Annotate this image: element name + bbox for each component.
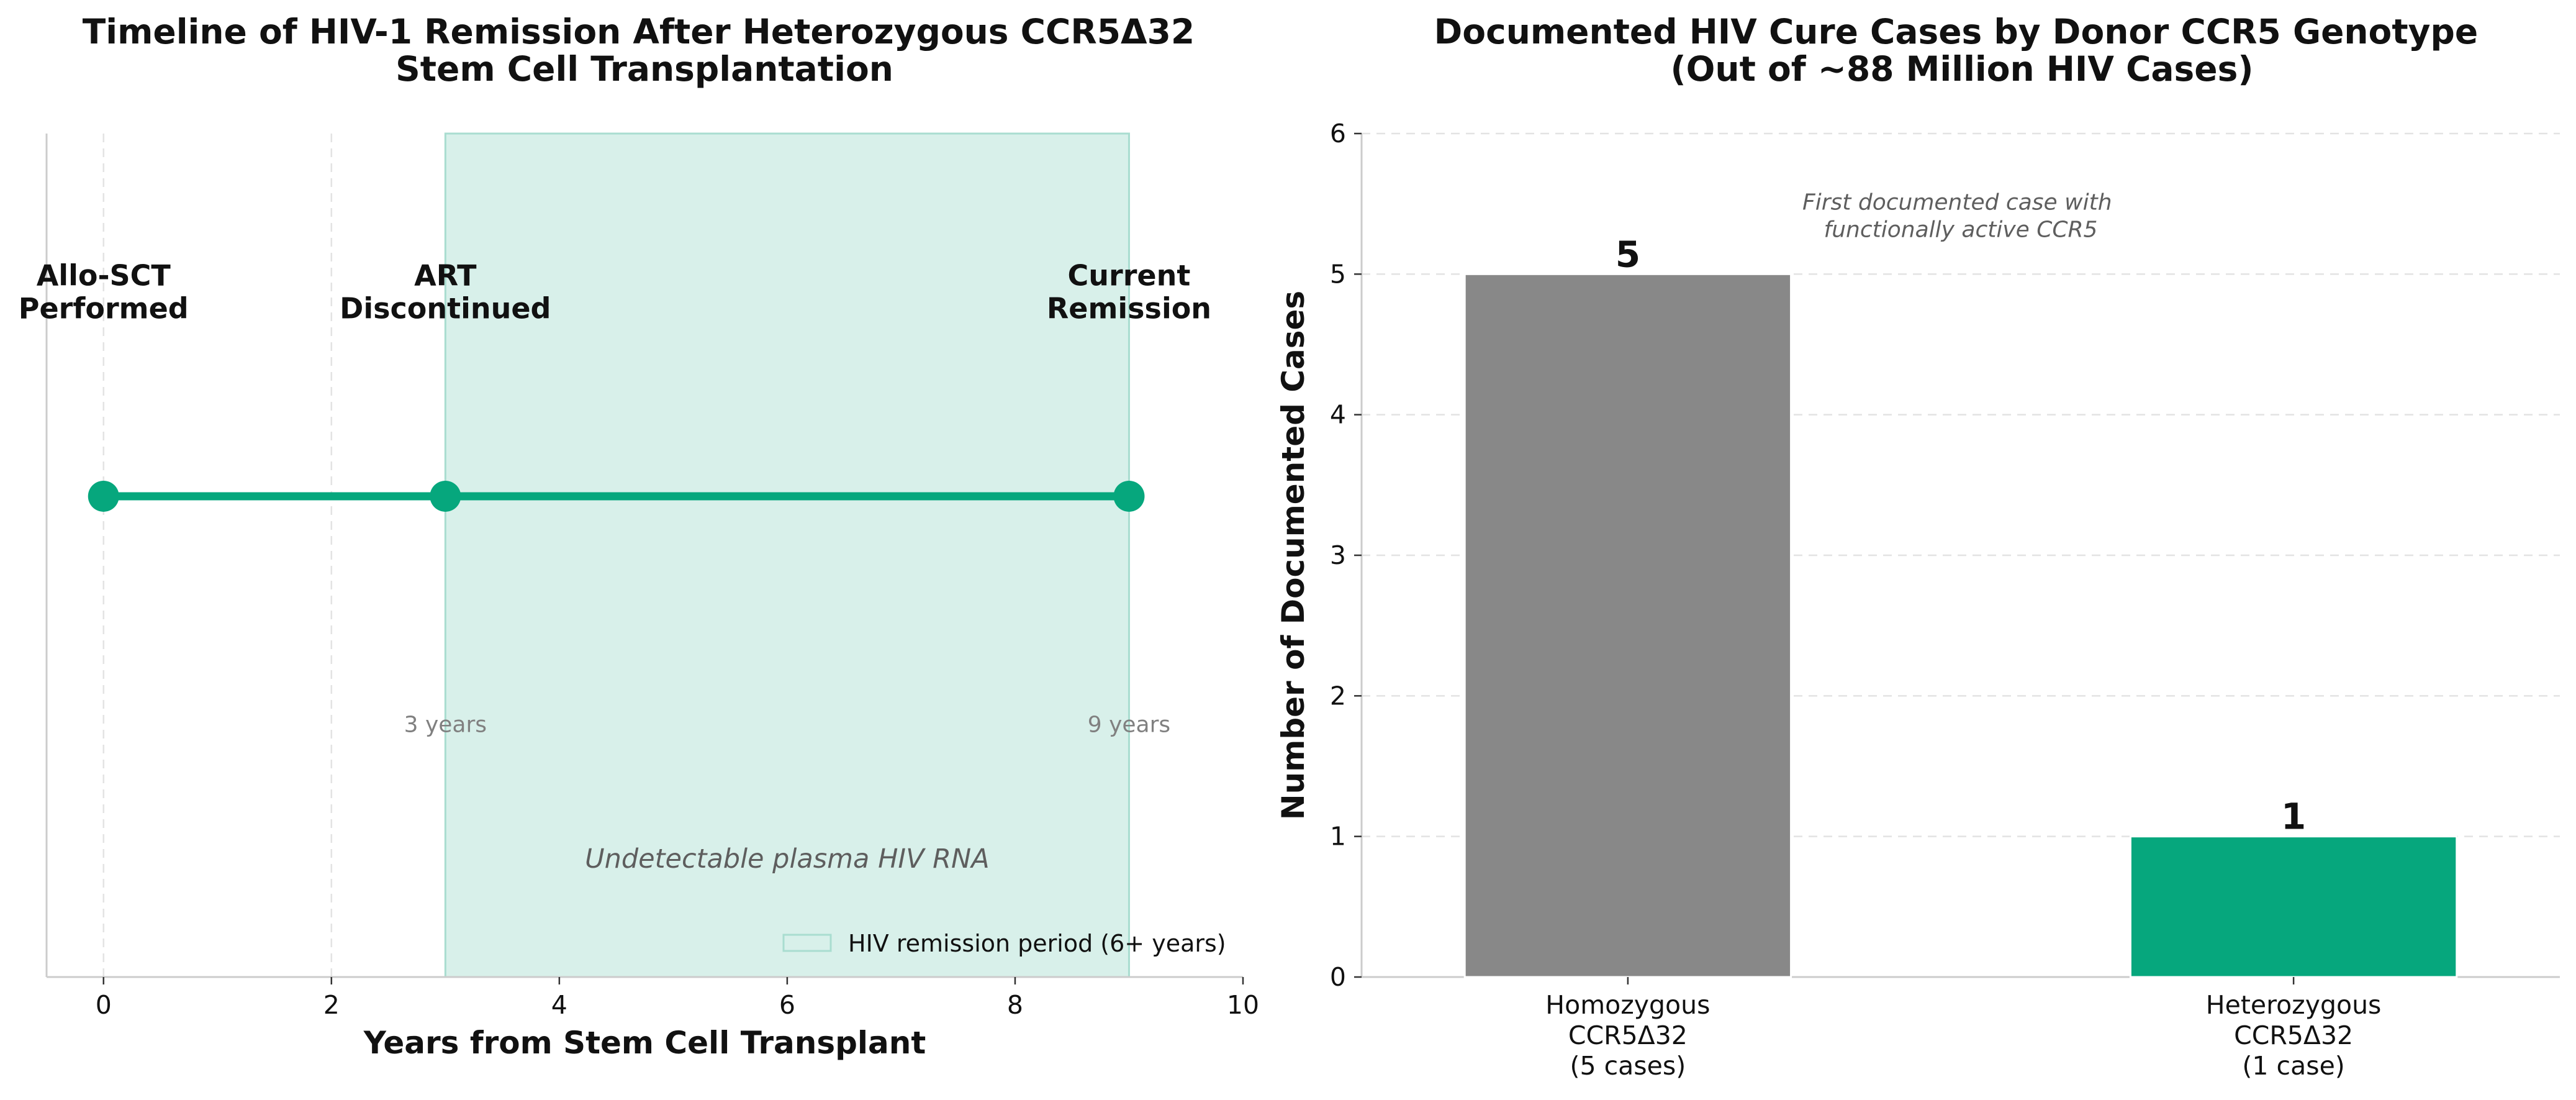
timeline-x-ticks: 0 2 4 6 8 10 bbox=[96, 977, 1259, 1020]
event-label-line: ART bbox=[414, 258, 477, 292]
category-label-line: Heterozygous bbox=[2206, 990, 2382, 1020]
category-label-line: (5 cases) bbox=[1570, 1051, 1686, 1081]
legend-label-remission: HIV remission period (6+ years) bbox=[848, 930, 1226, 957]
bar bbox=[2129, 835, 2458, 978]
bar bbox=[1463, 273, 1792, 978]
timeline-x-axis-label: Years from Stem Cell Transplant bbox=[363, 1025, 926, 1061]
timeline-event-labels: Allo-SCT Performed ART Discontinued Current R… bbox=[19, 258, 1211, 325]
x-tick-label: 2 bbox=[323, 990, 340, 1020]
timeline-title: Timeline of HIV-1 Remission After Hetero… bbox=[83, 12, 1207, 89]
event-marker bbox=[430, 480, 461, 512]
bar-category-labels: Homozygous CCR5Δ32 (5 cases)Heterozygous CC… bbox=[1545, 977, 2381, 1081]
event-label: Allo-SCT Performed bbox=[19, 258, 189, 325]
bar-y-ticks: 0 1 2 3 4 5 6 bbox=[1330, 119, 1362, 992]
x-tick-label: 0 bbox=[96, 990, 112, 1020]
annotation-line-2: functionally active CCR5 bbox=[1824, 217, 2098, 242]
x-tick-label: 8 bbox=[1007, 990, 1023, 1020]
event-label: Current Remission bbox=[1047, 258, 1211, 325]
bar-chart-title: Documented HIV Cure Cases by Donor CCR5 … bbox=[1434, 12, 2490, 89]
event-marker bbox=[88, 480, 119, 512]
event-label-line: Current bbox=[1068, 258, 1191, 292]
event-label: ART Discontinued bbox=[340, 258, 551, 325]
duration-label: 3 years bbox=[404, 712, 487, 738]
event-label-line: Allo-SCT bbox=[37, 258, 171, 292]
bar-value-label: 5 bbox=[1616, 233, 1640, 275]
category-label: Homozygous CCR5Δ32 (5 cases) bbox=[1545, 990, 1710, 1081]
remission-note: Undetectable plasma HIV RNA bbox=[585, 843, 989, 875]
first-case-annotation: First documented case with functionally … bbox=[1802, 189, 2119, 242]
annotation-line-1: First documented case with bbox=[1802, 189, 2112, 215]
category-label-line: CCR5Δ32 bbox=[1568, 1020, 1688, 1050]
bar-y-axis-label: Number of Documented Cases bbox=[1275, 291, 1311, 820]
category-label-line: Homozygous bbox=[1545, 990, 1710, 1020]
category-label-line: CCR5Δ32 bbox=[2234, 1020, 2353, 1050]
bars bbox=[1463, 273, 2458, 978]
bar-value-label: 1 bbox=[2281, 796, 2306, 838]
timeline-title-line-2: Stem Cell Transplantation bbox=[395, 49, 893, 89]
x-tick-label: 10 bbox=[1227, 990, 1259, 1020]
category-label: Heterozygous CCR5Δ32 (1 case) bbox=[2206, 990, 2382, 1081]
duration-label: 9 years bbox=[1088, 712, 1170, 738]
y-tick-label: 4 bbox=[1330, 400, 1346, 430]
timeline-chart: Allo-SCT Performed ART Discontinued Current R… bbox=[19, 12, 1259, 1061]
event-marker bbox=[1113, 480, 1145, 512]
event-label-line: Remission bbox=[1047, 291, 1211, 325]
bar-title-line-2: (Out of ~88 Million HIV Cases) bbox=[1671, 49, 2254, 89]
legend-swatch-remission bbox=[782, 934, 832, 952]
timeline-title-line-1: Timeline of HIV-1 Remission After Hetero… bbox=[83, 12, 1195, 52]
timeline-markers bbox=[88, 480, 1145, 512]
remission-period-band bbox=[444, 132, 1130, 978]
event-label-line: Performed bbox=[19, 291, 189, 325]
timeline-duration-labels: 3 years 9 years bbox=[404, 712, 1171, 738]
category-label-line: (1 case) bbox=[2242, 1051, 2344, 1081]
y-tick-label: 5 bbox=[1330, 259, 1346, 289]
bar-title-line-1: Documented HIV Cure Cases by Donor CCR5 … bbox=[1434, 12, 2479, 52]
x-tick-label: 4 bbox=[551, 990, 567, 1020]
bar-value-labels: 51 bbox=[1616, 233, 2307, 837]
x-tick-label: 6 bbox=[779, 990, 795, 1020]
y-tick-label: 2 bbox=[1330, 681, 1346, 711]
y-tick-label: 1 bbox=[1330, 822, 1346, 852]
event-label-line: Discontinued bbox=[340, 291, 551, 325]
y-tick-label: 3 bbox=[1330, 540, 1346, 570]
timeline-legend: HIV remission period (6+ years) bbox=[782, 930, 1226, 957]
y-tick-label: 0 bbox=[1330, 962, 1346, 992]
y-tick-label: 6 bbox=[1330, 119, 1346, 148]
